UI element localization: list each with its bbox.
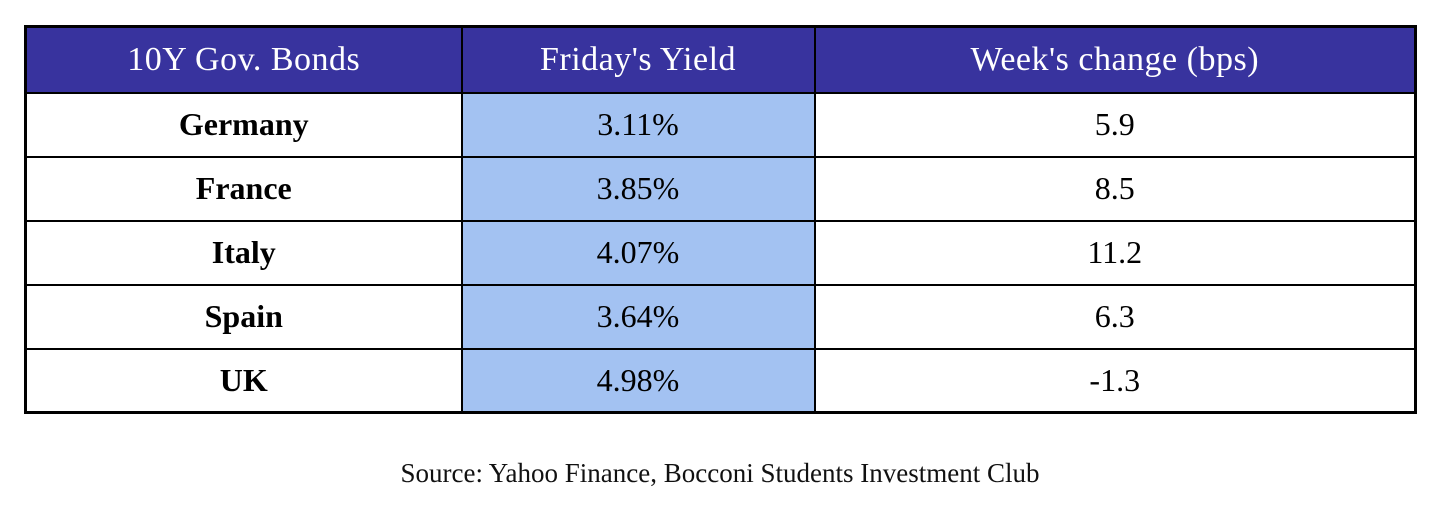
yield-cell: 3.85%: [460, 155, 816, 222]
change-cell: 8.5: [813, 155, 1417, 222]
country-cell: UK: [24, 347, 463, 414]
table-row-italy: Italy 4.07% 11.2: [24, 219, 1417, 286]
table-header-row: 10Y Gov. Bonds Friday's Yield Week's cha…: [24, 25, 1417, 94]
source-attribution: Source: Yahoo Finance, Bocconi Students …: [400, 458, 1040, 488]
table-row-spain: Spain 3.64% 6.3: [24, 283, 1417, 350]
yield-cell: 3.11%: [460, 91, 816, 158]
table-row-france: France 3.85% 8.5: [24, 155, 1417, 222]
yield-cell: 4.07%: [460, 219, 816, 286]
change-cell: 5.9: [813, 91, 1417, 158]
country-cell: France: [24, 155, 463, 222]
header-10y-gov-bonds: 10Y Gov. Bonds: [24, 25, 463, 94]
table-row-germany: Germany 3.11% 5.9: [24, 91, 1417, 158]
change-cell: 6.3: [813, 283, 1417, 350]
change-cell: 11.2: [813, 219, 1417, 286]
header-weeks-change: Week's change (bps): [813, 25, 1417, 94]
yield-cell: 4.98%: [460, 347, 816, 414]
header-fridays-yield: Friday's Yield: [460, 25, 816, 94]
country-cell: Spain: [24, 283, 463, 350]
change-cell: -1.3: [813, 347, 1417, 414]
gov-bonds-table: 10Y Gov. Bonds Friday's Yield Week's cha…: [24, 25, 1417, 414]
yield-cell: 3.64%: [460, 283, 816, 350]
table-row-uk: UK 4.98% -1.3: [24, 347, 1417, 414]
country-cell: Italy: [24, 219, 463, 286]
country-cell: Germany: [24, 91, 463, 158]
